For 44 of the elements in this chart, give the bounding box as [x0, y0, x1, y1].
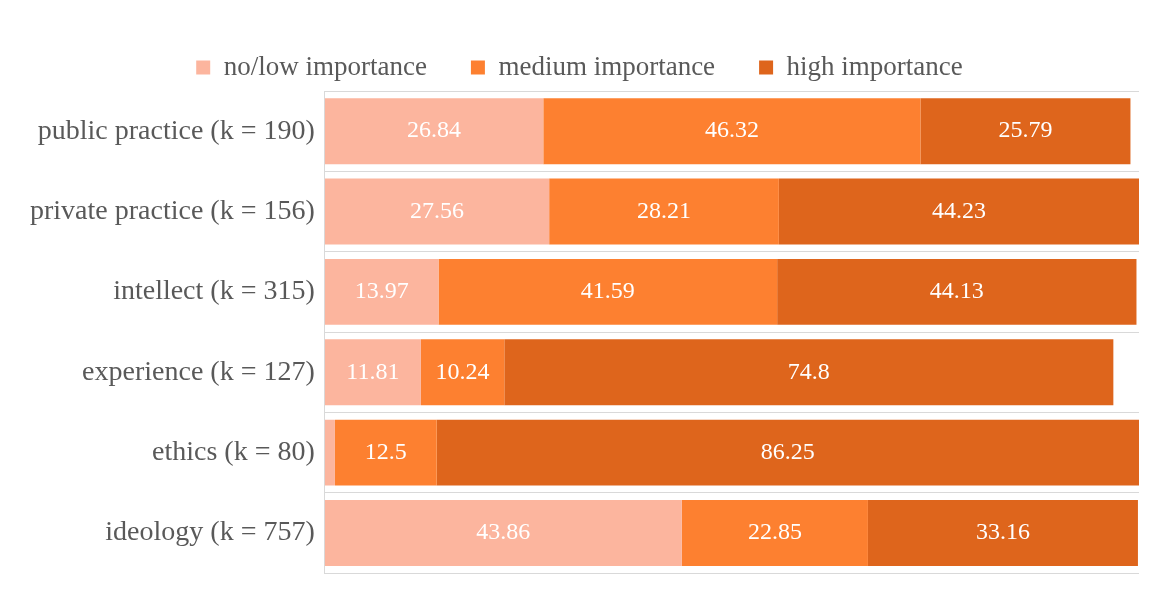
bar	[778, 178, 1139, 245]
data-label: 27.56	[409, 196, 464, 223]
bar	[324, 419, 335, 486]
bar	[436, 419, 1139, 486]
bar	[324, 98, 544, 165]
bar	[681, 500, 868, 566]
data-label: 74.8	[787, 357, 830, 384]
data-label: 10.24	[435, 357, 490, 384]
bar	[549, 178, 779, 245]
data-label: 22.85	[747, 518, 802, 545]
data-label: 44.13	[929, 277, 984, 304]
y-tick-label: public practice (k = 190)	[37, 113, 315, 145]
bar	[543, 98, 921, 165]
bar	[867, 500, 1138, 566]
bar	[334, 419, 437, 486]
bar	[920, 98, 1131, 165]
y-tick-label: ethics (k = 80)	[152, 435, 315, 467]
bar	[504, 339, 1114, 406]
data-label: 26.84	[407, 116, 462, 143]
legend-label: no/low importance	[223, 50, 427, 81]
bar	[324, 258, 439, 325]
data-label: 28.21	[637, 196, 692, 223]
data-label: 33.16	[975, 518, 1030, 545]
bar	[777, 258, 1137, 325]
y-tick-label: ideology (k = 757)	[105, 515, 315, 547]
legend-label: medium importance	[498, 50, 716, 81]
bar	[324, 500, 682, 566]
data-label: 86.25	[760, 437, 815, 464]
y-tick-label: experience (k = 127)	[82, 354, 315, 386]
data-label: 12.5	[364, 437, 407, 464]
data-label: 41.59	[580, 277, 635, 304]
data-label: 46.32	[704, 116, 759, 143]
bar	[438, 258, 778, 325]
bar	[420, 339, 505, 406]
data-label: 11.81	[346, 357, 400, 384]
data-label: 25.79	[998, 116, 1053, 143]
bar	[324, 339, 421, 406]
data-label: 43.86	[476, 518, 531, 545]
bar	[324, 178, 550, 245]
data-label: 44.23	[931, 196, 986, 223]
y-tick-label: private practice (k = 156)	[29, 193, 315, 225]
legend-label: high importance	[786, 50, 963, 81]
y-tick-label: intellect (k = 315)	[113, 274, 315, 306]
data-label: 13.97	[354, 277, 409, 304]
